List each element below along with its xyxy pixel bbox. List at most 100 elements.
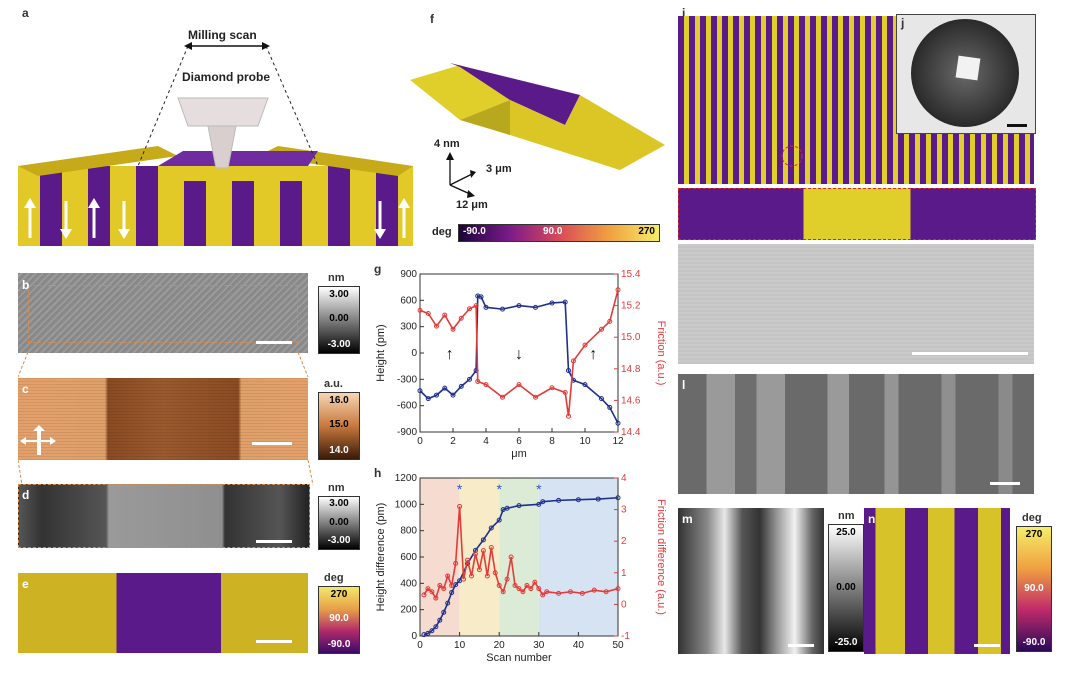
data-point [458,315,464,321]
colorbar-e-max: 270 [330,589,348,600]
panel-label-g: g [374,262,382,276]
panel-label-c: c [22,382,29,396]
panel-a-schematic [18,16,413,246]
y-tick-label: 1000 [395,499,418,510]
data-point [458,383,464,389]
data-point [582,342,588,348]
y-tick-label: 0 [411,348,417,359]
data-point [532,579,538,585]
scale-bar-c [252,442,292,445]
x-axis-label: μm [511,448,527,460]
data-point [615,420,621,426]
domain-stripe [810,16,816,184]
data-point [540,592,546,598]
data-point [473,303,479,309]
data-point [441,609,447,615]
x-tick-label: 6 [516,436,522,447]
data-point [516,303,522,309]
milled-region-zoom [678,188,1036,240]
data-point [437,617,443,623]
colorbar-e-mid: 90.0 [329,613,349,624]
data-point [524,582,530,588]
scale-bar-m [788,644,814,647]
data-point [429,628,435,634]
data-point [476,567,482,573]
afm-topography-image-d [18,484,310,548]
panel-label-j: j [901,16,905,30]
data-point [536,501,542,507]
data-point [421,592,427,598]
domain-stripe [695,16,700,184]
domain-stripe [805,16,810,184]
scale-bar-d [256,540,292,543]
data-point [591,587,597,593]
chart-g-height-friction: 0 2 4 6 8 10 12 -900 -600 -300 0 300 600 900 14.4 14.6 1… [375,269,667,460]
domain-stripe [783,16,788,184]
y-tick-label: -300 [397,374,417,385]
colorbar-e-min: -90.0 [327,639,351,650]
3d-surface-f [400,45,670,195]
x-tick-label: 0 [417,640,423,651]
domain-stripe [706,16,711,184]
shaded-region [499,478,539,636]
data-point [483,304,489,310]
data-point [595,496,601,502]
domain-stripe [827,16,832,184]
y2-tick-label: 2 [621,536,627,547]
zoom-marker [781,145,803,167]
data-point [425,396,431,402]
domain-stripe [750,16,755,184]
data-point [562,299,568,305]
connector-c-d [18,460,314,486]
pfm-phase-image-n [864,508,1010,654]
star-marker: * [457,481,463,497]
domain-stripe [766,16,772,184]
data-point [516,586,522,592]
data-point [516,382,522,388]
data-point [607,404,613,410]
colorbar-e: 270 90.0 -90.0 [318,586,360,654]
y2-axis-label: Friction (a.u.) [655,321,667,386]
data-point [528,586,534,592]
data-point [512,582,518,588]
y2-tick-label: 15.0 [621,332,641,343]
data-point [467,376,472,382]
domain-stripe [717,16,722,184]
domain-stripe [871,16,876,184]
shaded-region [420,478,460,636]
domain-stripe [728,16,733,184]
axis-y-label: 3 μm [486,163,512,175]
colorbar-b-mid: 0.00 [329,313,349,324]
y2-tick-label: -1 [621,631,630,642]
data-point [434,323,439,329]
height-series-line [423,496,619,636]
data-point [433,624,439,630]
colorbar-unit-c: a.u. [324,378,343,390]
x-tick-label: 20 [494,640,506,651]
data-point [457,503,463,509]
data-point [450,326,456,332]
panel-label-a: a [22,6,29,20]
y2-tick-label: 14.4 [621,427,641,438]
data-point [549,300,555,306]
domain-stripe [689,16,695,184]
domain-stripe [893,16,898,184]
colorbar-n-min: -90.0 [1022,637,1046,648]
data-point [508,554,514,560]
data-point [442,385,448,391]
scale-bar-b [256,341,292,344]
domain-stripe [711,16,717,184]
y-tick-label: -900 [397,427,417,438]
data-point [457,578,463,584]
panel-label-n: n [868,512,876,526]
colorbar-n-mid: 90.0 [1024,583,1044,594]
y-tick-label: 900 [400,269,417,280]
colorbar-m-mid: 0.00 [836,582,856,593]
colorbar-c-min: 14.0 [329,445,349,456]
colorbar-d-min: -3.00 [327,535,351,546]
data-point [475,378,481,384]
domain-stripe [788,16,794,184]
y-tick-label: 200 [400,605,417,616]
y2-tick-label: 1 [621,568,627,579]
data-point [615,287,621,293]
